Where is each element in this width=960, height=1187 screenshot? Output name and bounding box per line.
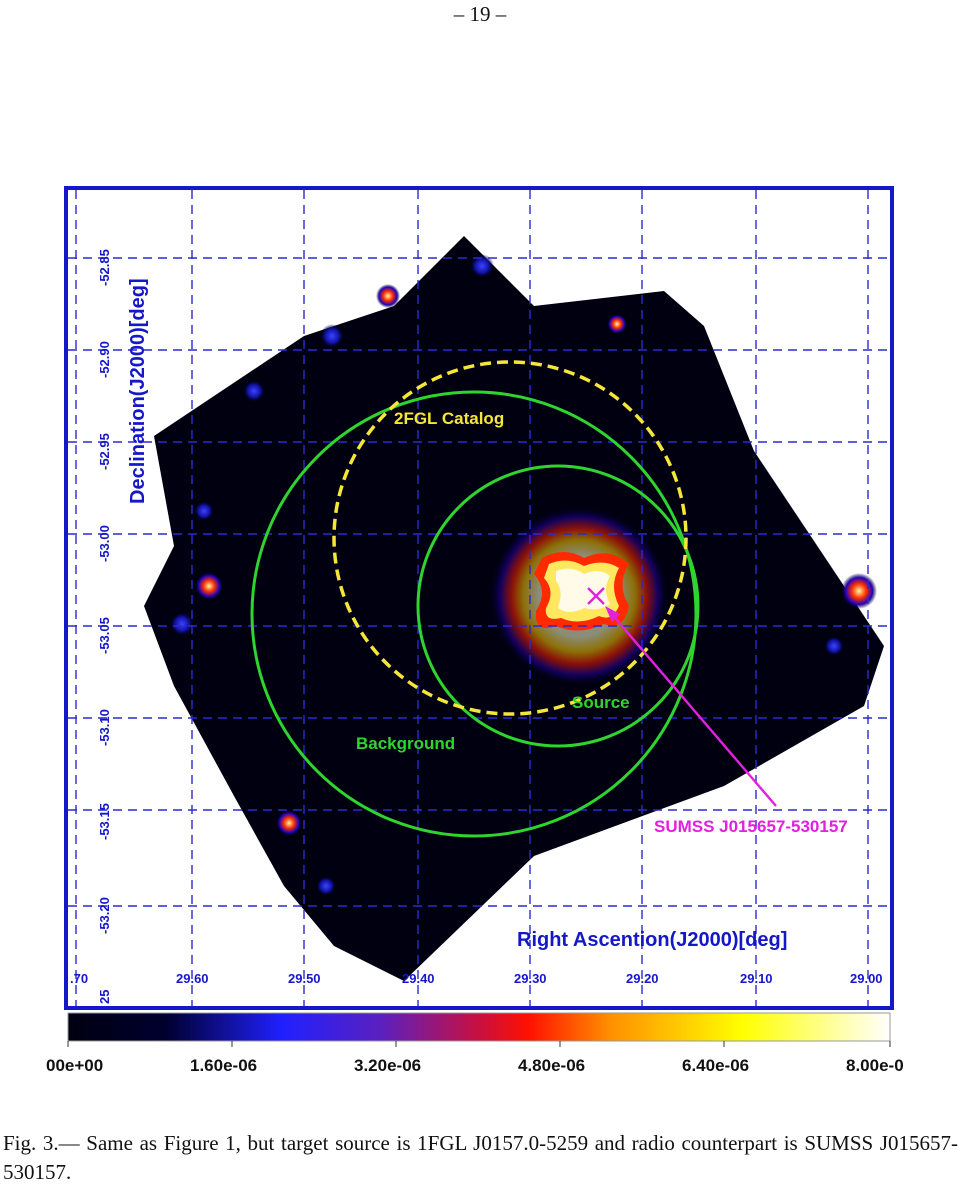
x-tick-label: 29.50 xyxy=(288,971,321,986)
central-source xyxy=(489,506,669,686)
caption-label: Fig. 3.— xyxy=(3,1131,80,1155)
caption-text: Same as Figure 1, but target source is 1… xyxy=(3,1131,959,1184)
catalog-label: 2FGL Catalog xyxy=(394,409,504,428)
sky-map-figure: 2FGL Catalog Source Background SUMSS J01… xyxy=(68,190,890,1006)
x-tick-label: 29.30 xyxy=(514,971,547,986)
hot-spots xyxy=(170,254,877,896)
colorbar-tick-labels: 00e+00 1.60e-06 3.20e-06 4.80e-06 6.40e-… xyxy=(46,1056,904,1075)
x-tick-label: 29.10 xyxy=(740,971,773,986)
y-tick-label: -53.00 xyxy=(97,525,112,562)
counterpart-label: SUMSS J015657-530157 xyxy=(654,817,848,836)
colorbar-gradient xyxy=(67,1012,891,1042)
x-tick-label: .70 xyxy=(70,971,88,986)
x-axis-title: Right Ascention(J2000)[deg] xyxy=(517,929,787,951)
y-axis-title: Declination(J2000)[deg] xyxy=(127,278,149,504)
y-tick-label: -52.85 xyxy=(97,249,112,286)
x-tick-labels: .70 29.60 29.50 29.40 29.30 29.20 29.10 … xyxy=(70,971,883,986)
y-tick-label: -53.15 xyxy=(97,803,112,840)
background-region-circle xyxy=(250,390,698,838)
source-label: Source xyxy=(572,693,630,712)
y-tick-label: 25 xyxy=(97,990,112,1004)
colorbar-tick-label: 00e+00 xyxy=(46,1056,103,1075)
colorbar-tick-label: 3.20e-06 xyxy=(354,1056,421,1075)
page-number: – 19 – xyxy=(453,2,507,26)
x-tick-label: 29.60 xyxy=(176,971,209,986)
source-region-circle xyxy=(416,464,700,748)
counterpart-marker xyxy=(587,587,605,605)
catalog-position-circle xyxy=(332,360,688,716)
counterpart-arrow xyxy=(605,606,777,807)
y-tick-label: -53.05 xyxy=(97,617,112,654)
y-tick-label: -53.10 xyxy=(97,709,112,746)
figure-caption: Fig. 3.— Same as Figure 1, but target so… xyxy=(3,1129,958,1187)
colorbar-tick-label: 8.00e-0 xyxy=(846,1056,904,1075)
x-tick-label: 29.00 xyxy=(850,971,883,986)
y-tick-labels: -52.85 -52.90 -52.95 -53.00 -53.05 -53.1… xyxy=(97,249,112,1004)
coordinate-grid xyxy=(68,190,890,1006)
colorbar-tick-label: 4.80e-06 xyxy=(518,1056,585,1075)
background-label: Background xyxy=(356,734,455,753)
colorbar-ticks xyxy=(67,1041,891,1047)
y-tick-label: -52.95 xyxy=(97,433,112,470)
y-tick-label: -53.20 xyxy=(97,897,112,934)
y-tick-label: -52.90 xyxy=(97,341,112,378)
colorbar-tick-label: 6.40e-06 xyxy=(682,1056,749,1075)
x-tick-label: 29.20 xyxy=(626,971,659,986)
colorbar: 00e+00 1.60e-06 3.20e-06 4.80e-06 6.40e-… xyxy=(46,1012,904,1075)
colorbar-tick-label: 1.60e-06 xyxy=(190,1056,257,1075)
x-tick-label: 29.40 xyxy=(402,971,435,986)
